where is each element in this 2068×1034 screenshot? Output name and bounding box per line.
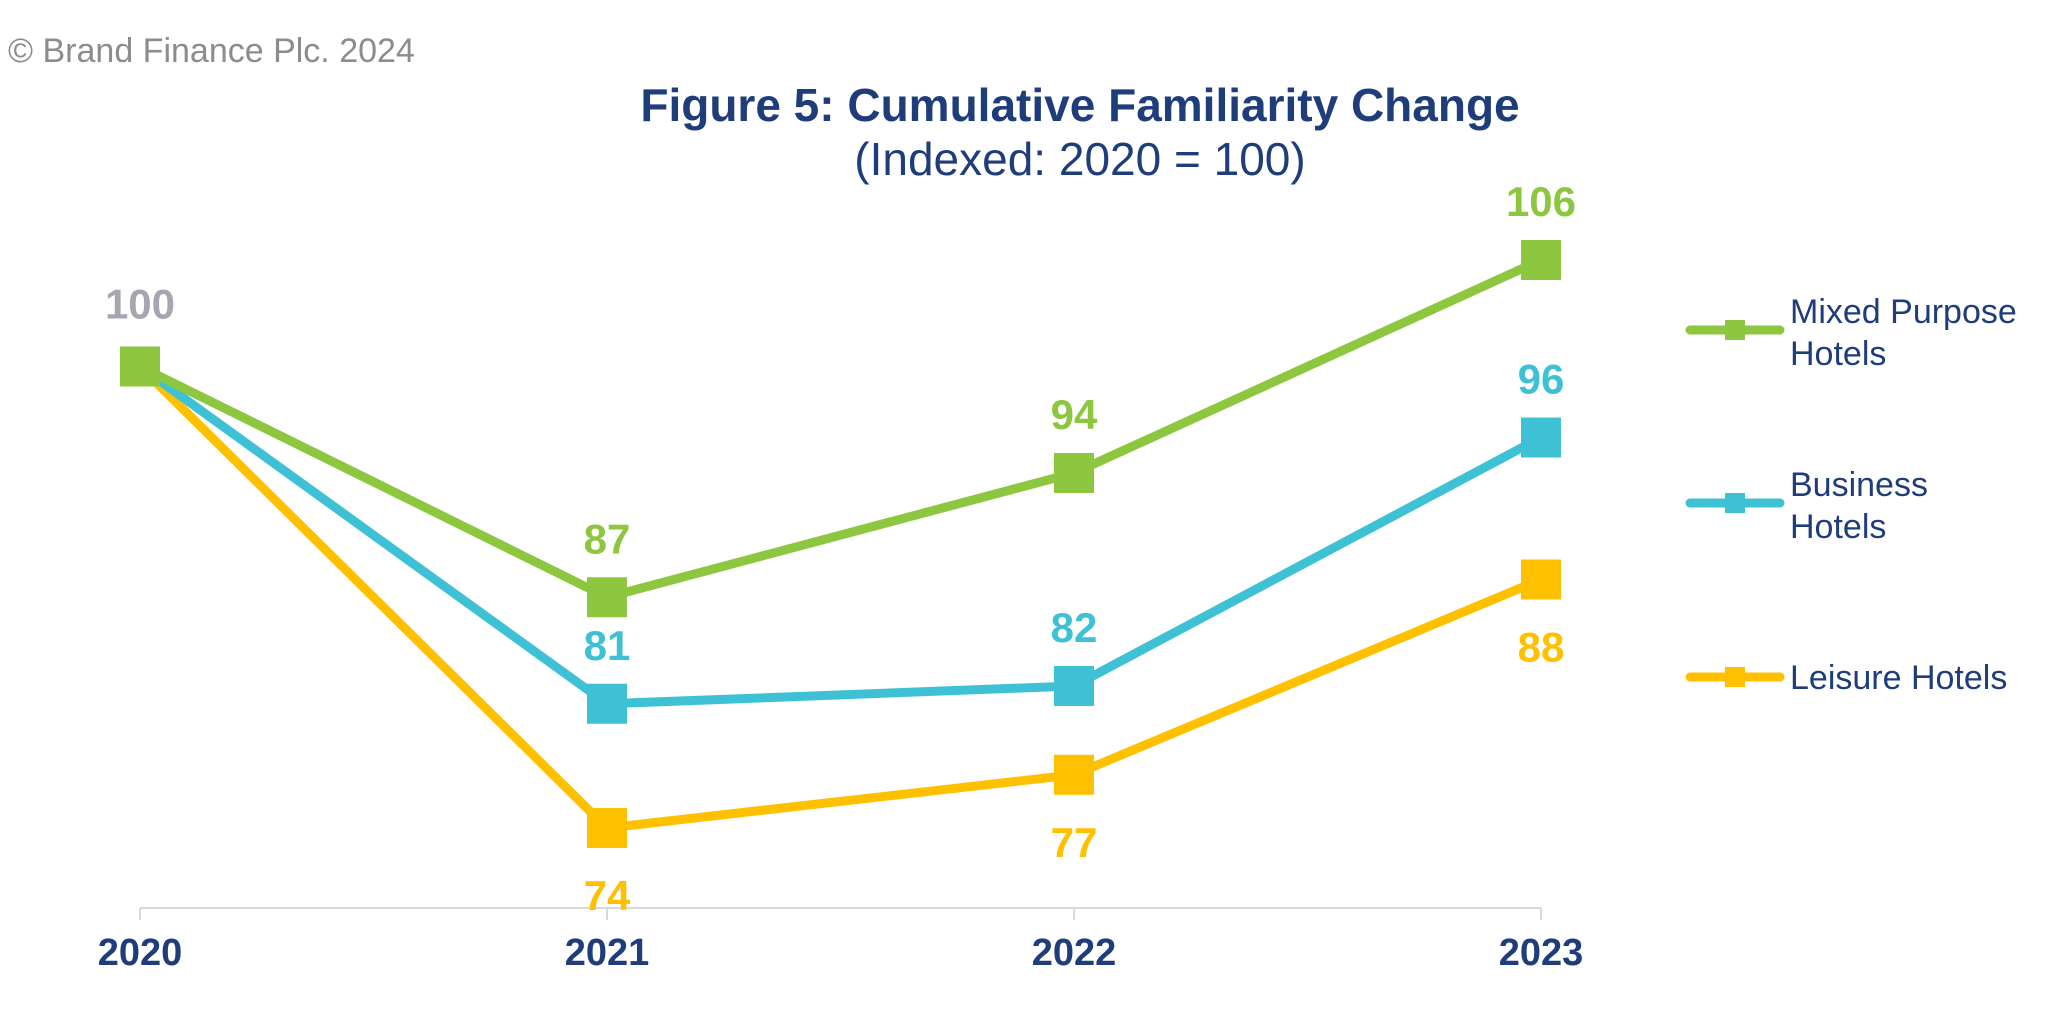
- legend-label-business-hotels-line-2: Hotels: [1790, 508, 1886, 546]
- data-label-start-2020: 100: [105, 281, 175, 328]
- marker-mixed-purpose-hotels-2022: [1054, 453, 1094, 493]
- data-label-mixed-purpose-hotels-2023: 106: [1506, 178, 1576, 225]
- marker-business-hotels-2021: [587, 683, 627, 724]
- marker-mixed-purpose-hotels-2023: [1521, 240, 1561, 280]
- marker-business-hotels-2022: [1054, 666, 1094, 706]
- copyright-notice: © Brand Finance Plc. 2024: [8, 32, 415, 70]
- marker-leisure-hotels-2023: [1521, 559, 1561, 600]
- x-tick-label-2022: 2022: [1032, 932, 1117, 974]
- marker-mixed-purpose-hotels-2020: [120, 346, 160, 387]
- chart-subtitle: (Indexed: 2020 = 100): [854, 133, 1306, 185]
- legend-label-mixed-purpose-hotels-line-1: Mixed Purpose: [1790, 293, 2017, 331]
- legend-marker-business-hotels: [1725, 493, 1745, 513]
- data-label-business-hotels-2023: 96: [1518, 356, 1565, 403]
- x-tick-label-2023: 2023: [1499, 932, 1584, 974]
- legend-label-mixed-purpose-hotels-line-2: Hotels: [1790, 335, 1886, 373]
- data-label-business-hotels-2021: 81: [584, 622, 631, 669]
- x-tick-label-2020: 2020: [98, 932, 183, 974]
- data-label-business-hotels-2022: 82: [1051, 604, 1098, 651]
- data-label-mixed-purpose-hotels-2021: 87: [584, 515, 631, 562]
- marker-leisure-hotels-2022: [1054, 754, 1094, 795]
- marker-business-hotels-2023: [1521, 417, 1561, 458]
- legend-marker-mixed-purpose-hotels: [1725, 320, 1745, 340]
- chart-title: Figure 5: Cumulative Familiarity Change: [640, 79, 1520, 131]
- marker-leisure-hotels-2021: [587, 808, 627, 848]
- data-label-mixed-purpose-hotels-2022: 94: [1051, 391, 1098, 438]
- series-line-leisure-hotels: [136, 363, 1543, 833]
- data-label-leisure-hotels-2021: 74: [584, 872, 631, 919]
- data-label-leisure-hotels-2022: 77: [1051, 819, 1098, 866]
- legend-label-business-hotels-line-1: Business: [1790, 466, 1928, 504]
- series-line-mixed-purpose-hotels: [138, 255, 1543, 602]
- legend-marker-leisure-hotels: [1725, 667, 1745, 687]
- marker-mixed-purpose-hotels-2021: [587, 577, 627, 618]
- legend-label-leisure-hotels: Leisure Hotels: [1790, 659, 2007, 697]
- x-tick-label-2021: 2021: [565, 932, 650, 974]
- data-label-leisure-hotels-2023: 88: [1518, 624, 1565, 671]
- series-line-business-hotels: [137, 362, 1544, 709]
